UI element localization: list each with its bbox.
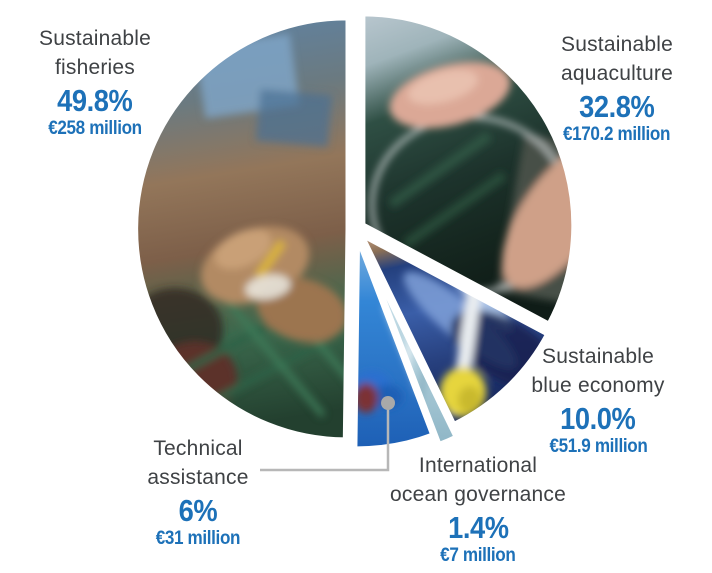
pie-slices xyxy=(133,11,577,452)
leader-line-technical-assistance xyxy=(260,396,395,472)
leader-dot xyxy=(381,396,395,410)
